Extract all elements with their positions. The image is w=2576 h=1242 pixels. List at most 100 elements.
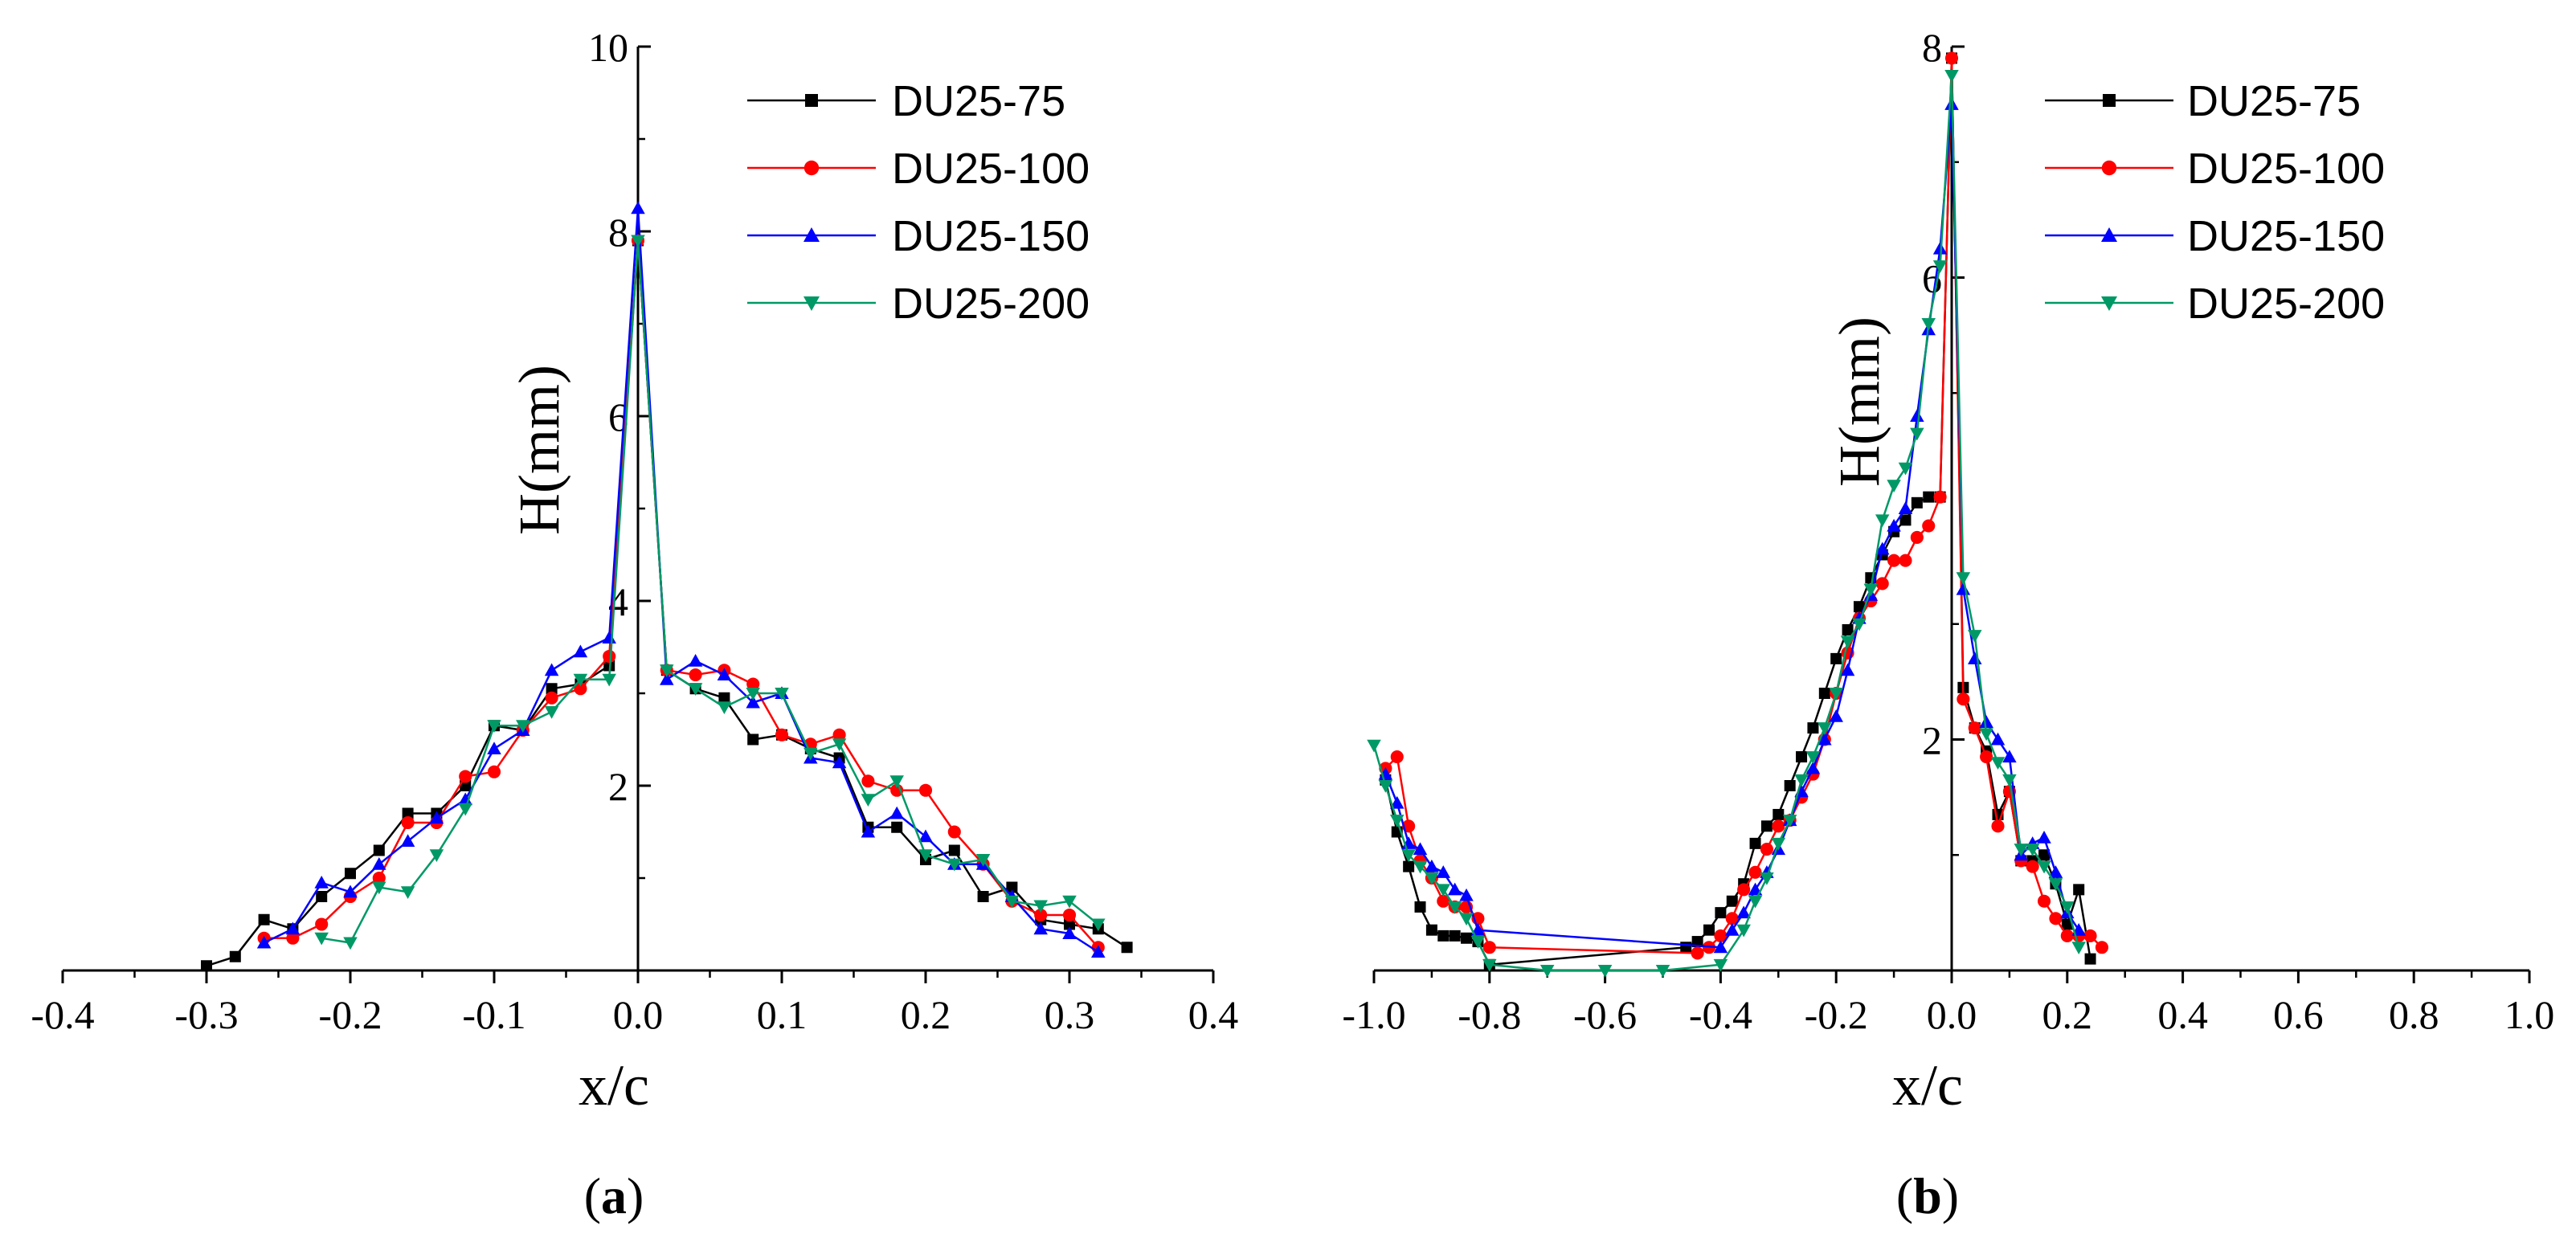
legend-marker <box>2101 160 2117 176</box>
data-point <box>2049 912 2063 925</box>
data-point <box>487 742 501 754</box>
data-point <box>891 821 903 833</box>
data-point <box>2037 830 2051 844</box>
data-point <box>861 774 875 788</box>
x-tick-label: -0.3 <box>174 992 238 1037</box>
data-point <box>688 654 703 667</box>
data-point <box>1898 462 1913 476</box>
data-point <box>573 673 588 687</box>
data-point <box>1991 819 2005 833</box>
data-point <box>746 677 760 691</box>
data-point <box>1760 820 1773 832</box>
data-point <box>1887 518 1901 532</box>
data-point <box>458 803 472 816</box>
legend-label: DU25-100 <box>2187 145 2385 193</box>
data-point <box>1990 757 2006 770</box>
series-line <box>1384 57 2091 966</box>
legend-label: DU25-75 <box>892 77 1065 125</box>
data-point <box>2084 953 2096 965</box>
data-point <box>1736 905 1751 919</box>
data-point <box>1390 815 1405 827</box>
data-point <box>1749 837 1761 849</box>
data-point <box>1390 750 1404 764</box>
data-point <box>1121 942 1133 954</box>
data-point <box>1807 722 1819 734</box>
data-point <box>258 913 270 925</box>
data-point <box>1979 715 1993 728</box>
x-tick-label: -0.2 <box>318 992 382 1037</box>
data-point <box>660 664 674 677</box>
data-point <box>1691 946 1704 960</box>
data-point <box>1748 865 1762 879</box>
data-point <box>345 868 356 880</box>
x-tick-label: -1.0 <box>1342 992 1405 1037</box>
legend-entry: DU25-75 <box>747 77 1065 125</box>
x-tick-label: 0.0 <box>613 992 664 1037</box>
data-point <box>1805 761 1821 774</box>
data-point <box>1830 652 1842 664</box>
data-point <box>1784 780 1796 791</box>
data-point <box>1403 860 1415 872</box>
data-point <box>1794 774 1809 787</box>
y-tick-label: 8 <box>1922 25 1942 70</box>
legend-entry: DU25-150 <box>747 212 1090 260</box>
data-point <box>1842 623 1854 635</box>
legend-entry: DU25-100 <box>2045 145 2385 193</box>
data-point <box>544 663 559 676</box>
data-point <box>1910 530 1924 544</box>
x-tick-label: 0.1 <box>757 992 808 1037</box>
data-point <box>1760 872 1774 885</box>
data-point <box>343 937 358 950</box>
legend-marker <box>2101 227 2117 242</box>
data-point <box>2014 844 2029 856</box>
data-point <box>1875 577 1889 590</box>
data-point <box>1597 965 1613 978</box>
data-point <box>429 849 444 862</box>
data-point <box>1034 908 1048 922</box>
data-point <box>832 738 847 751</box>
data-point <box>1773 808 1785 820</box>
data-point <box>1736 924 1751 938</box>
data-point <box>1968 721 1981 735</box>
data-point <box>832 755 847 769</box>
legend-marker <box>2103 94 2116 107</box>
data-point <box>947 858 962 872</box>
panel-label: (b) <box>1896 1167 1959 1224</box>
data-point <box>400 886 415 899</box>
x-axis-label: x/c <box>579 1053 649 1117</box>
data-point <box>947 825 961 839</box>
data-point <box>487 720 501 733</box>
legend-entry: DU25-200 <box>2045 280 2385 328</box>
data-point <box>256 935 272 949</box>
data-point <box>400 834 415 847</box>
data-point <box>1655 965 1670 978</box>
data-point <box>1748 895 1763 909</box>
legend-entry: DU25-150 <box>2045 212 2385 260</box>
x-tick-label: 0.3 <box>1045 992 1095 1037</box>
data-point <box>977 891 989 902</box>
data-point <box>314 876 329 889</box>
data-point <box>1437 894 1450 908</box>
y-tick-label: 8 <box>608 210 628 255</box>
data-point <box>1887 554 1901 567</box>
data-point <box>1875 541 1890 555</box>
panel-label-open: ( <box>1896 1167 1913 1224</box>
legend-entry: DU25-200 <box>747 280 1090 328</box>
data-point <box>1436 884 1451 897</box>
data-point <box>1805 751 1821 764</box>
data-point <box>1899 514 1912 526</box>
data-point <box>286 931 300 945</box>
y-tick-label: 10 <box>588 25 628 70</box>
data-point <box>1425 924 1437 936</box>
data-point <box>1413 842 1428 856</box>
legend-marker <box>803 160 820 176</box>
data-point <box>1006 881 1018 893</box>
data-point <box>516 720 530 733</box>
data-point <box>1899 554 1912 567</box>
data-point <box>2026 860 2039 873</box>
y-axis-label: H(mm) <box>507 365 571 535</box>
data-point <box>660 672 674 685</box>
panel-label-letter: b <box>1913 1167 1942 1224</box>
